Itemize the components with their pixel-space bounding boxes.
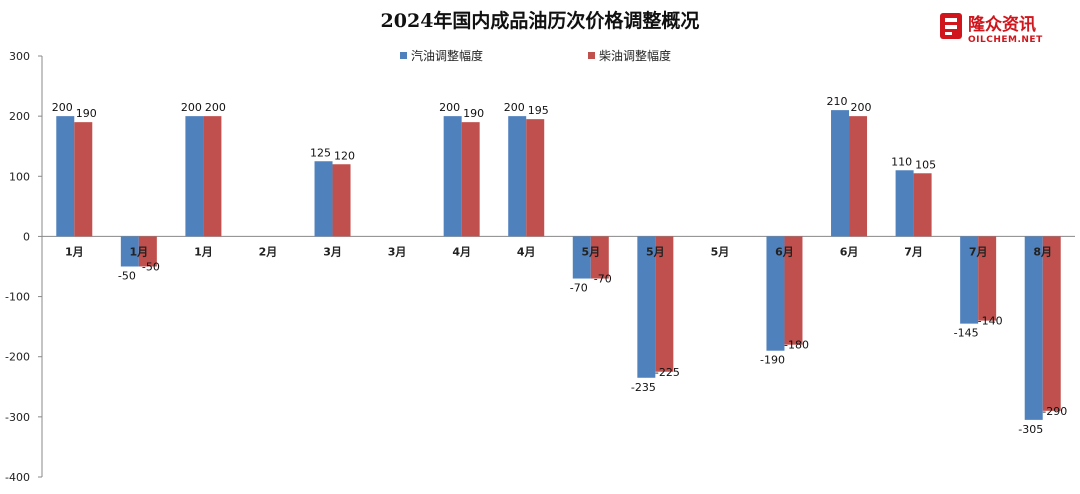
data-label: -145 [954, 327, 979, 340]
category-label: 5月 [646, 245, 665, 258]
bar [138, 236, 157, 267]
legend-label: 汽油调整幅度 [411, 48, 483, 63]
data-label: 120 [334, 149, 355, 162]
bar [913, 173, 932, 237]
bars [56, 110, 1061, 420]
data-label: 200 [205, 101, 226, 114]
legend-swatch [400, 52, 407, 59]
bar [120, 236, 139, 267]
category-label: 4月 [517, 245, 536, 258]
data-label: 200 [52, 101, 73, 114]
category-label: 3月 [323, 245, 342, 258]
bar [56, 116, 75, 237]
bar [461, 122, 480, 237]
logo-domain: OILCHEM.NET [968, 35, 1043, 45]
bar [1042, 236, 1061, 411]
bar [895, 170, 914, 237]
data-label: 105 [915, 158, 936, 171]
category-label: 7月 [969, 245, 988, 258]
bar [526, 119, 545, 237]
y-tick-label: 300 [9, 50, 30, 63]
category-label: 6月 [775, 245, 794, 258]
bar [508, 116, 527, 237]
y-tick-label: -100 [5, 291, 30, 304]
y-tick-label: -300 [5, 411, 30, 424]
data-label: 200 [851, 101, 872, 114]
bar [960, 236, 979, 324]
data-label: 110 [891, 155, 912, 168]
data-label: -225 [655, 366, 680, 379]
data-label: -70 [570, 282, 588, 295]
logo-brand: 隆众资讯 [968, 14, 1036, 35]
y-tick-label: -400 [5, 471, 30, 484]
data-label: -70 [594, 273, 612, 286]
data-label: 125 [310, 146, 331, 159]
legend-swatch [588, 52, 595, 59]
bar [978, 236, 997, 321]
y-tick-label: 200 [9, 110, 30, 123]
bar [637, 236, 656, 378]
bar [831, 110, 850, 237]
bar [443, 116, 462, 237]
data-label: 200 [504, 101, 525, 114]
category-label: 1月 [130, 245, 149, 258]
bar [590, 236, 609, 279]
bar [766, 236, 785, 351]
y-tick-label: 100 [9, 170, 30, 183]
data-label: -140 [978, 315, 1003, 328]
bar [572, 236, 591, 279]
category-label: 3月 [388, 245, 407, 258]
data-label: -50 [118, 270, 136, 283]
category-label: 7月 [904, 245, 923, 258]
data-label: 200 [181, 101, 202, 114]
bar [1024, 236, 1043, 420]
data-label: -190 [760, 354, 785, 367]
category-label: 5月 [711, 245, 730, 258]
data-label: 200 [439, 101, 460, 114]
category-label: 8月 [1033, 245, 1052, 258]
data-label: -305 [1018, 423, 1043, 436]
data-label: -50 [142, 261, 160, 274]
oilchem-logo: 隆众资讯 OILCHEM.NET [940, 13, 1043, 45]
data-label: -235 [631, 381, 656, 394]
bar [784, 236, 803, 345]
data-label: -180 [784, 339, 809, 352]
category-label: 1月 [65, 245, 84, 258]
bar [314, 161, 333, 237]
bar [655, 236, 674, 372]
category-label: 6月 [840, 245, 859, 258]
bar [332, 164, 351, 237]
data-label: 210 [827, 95, 848, 108]
bar [849, 116, 868, 237]
category-label: 1月 [194, 245, 213, 258]
bar [74, 122, 93, 237]
data-label: 190 [76, 107, 97, 120]
category-label: 4月 [452, 245, 471, 258]
category-labels: 1月 1月 1月 2月 3月 3月 4月 4月 5月 5月 5月 6月 6月 7月 7月 8月 [65, 245, 1052, 258]
category-label: 2月 [259, 245, 278, 258]
chart-title: 2024年国内成品油历次价格调整概况 [381, 9, 700, 32]
legend: 汽油调整幅度 柴油调整幅度 [400, 48, 671, 63]
bar [185, 116, 204, 237]
data-label: 195 [528, 104, 549, 117]
data-label: -290 [1042, 405, 1067, 418]
y-tick-label: -200 [5, 351, 30, 364]
category-label: 5月 [581, 245, 600, 258]
legend-label: 柴油调整幅度 [599, 48, 671, 63]
bar [203, 116, 222, 237]
y-tick-label: 0 [23, 230, 30, 243]
data-label: 190 [463, 107, 484, 120]
